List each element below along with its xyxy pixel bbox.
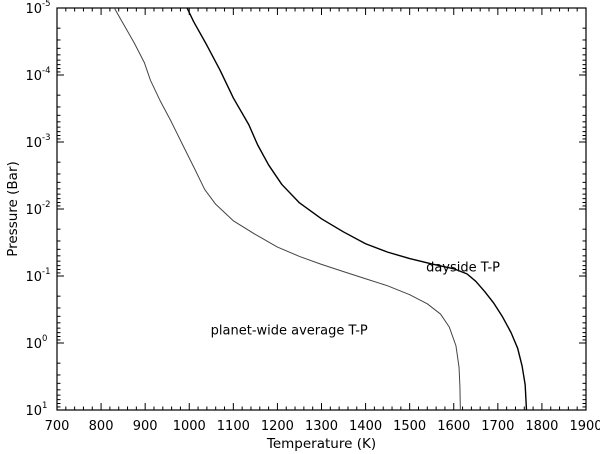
y-tick-label-base: 10 [25,69,42,84]
x-tick-label: 700 [45,419,70,434]
y-tick-label: 10 -4 [25,66,50,84]
y-tick-label-exponent: -4 [42,66,50,76]
y-tick-label-exponent: 0 [42,334,47,344]
annotation-dayside: dayside T-P [426,260,500,275]
y-tick-label-exponent: -5 [42,0,50,9]
plot-frame [56,7,587,411]
y-tick-label-base: 10 [25,404,42,419]
x-axis-title: Temperature (K) [266,436,376,452]
series-line-dayside [186,8,528,410]
y-tick-label-exponent: 1 [42,401,47,411]
y-tick-label: 10 1 [25,401,47,419]
x-tick-label: 900 [133,419,158,434]
series-line-planet-average [113,8,461,410]
y-tick-label: 10 0 [25,334,47,352]
y-tick-label-base: 10 [25,270,42,285]
y-tick-label-base: 10 [25,2,42,17]
x-tick-label: 1100 [217,419,250,434]
x-tick-label: 1300 [305,419,338,434]
y-tick-label-exponent: -3 [42,133,50,143]
x-tick-label: 1700 [481,419,514,434]
y-tick-label-base: 10 [25,337,42,352]
y-tick-label-base: 10 [25,203,42,218]
x-tick-label: 1600 [437,419,470,434]
x-tick-label: 1800 [525,419,558,434]
y-tick-label-base: 10 [25,136,42,151]
axes-layer [56,7,587,411]
annotation-planet-average: planet-wide average T-P [211,324,368,339]
y-tick-label: 10 -3 [25,133,50,151]
y-tick-label: 10 -5 [25,0,50,17]
x-tick-label: 1500 [393,419,426,434]
x-tick-label: 1000 [173,419,206,434]
x-tick-label: 1200 [261,419,294,434]
x-tick-label: 800 [89,419,114,434]
y-tick-label: 10 -2 [25,200,50,218]
x-tick-label: 1900 [569,419,600,434]
y-tick-label-exponent: -2 [42,200,50,210]
x-tick-label: 1400 [349,419,382,434]
y-tick-label: 10 -1 [25,267,50,285]
label-layer: 700 800 900 1000 1100 1200 1300 1400 1500 1600 170… [5,0,600,452]
y-axis-title: Pressure (Bar) [5,161,21,257]
series-layer [113,8,528,410]
y-tick-label-exponent: -1 [42,267,50,277]
